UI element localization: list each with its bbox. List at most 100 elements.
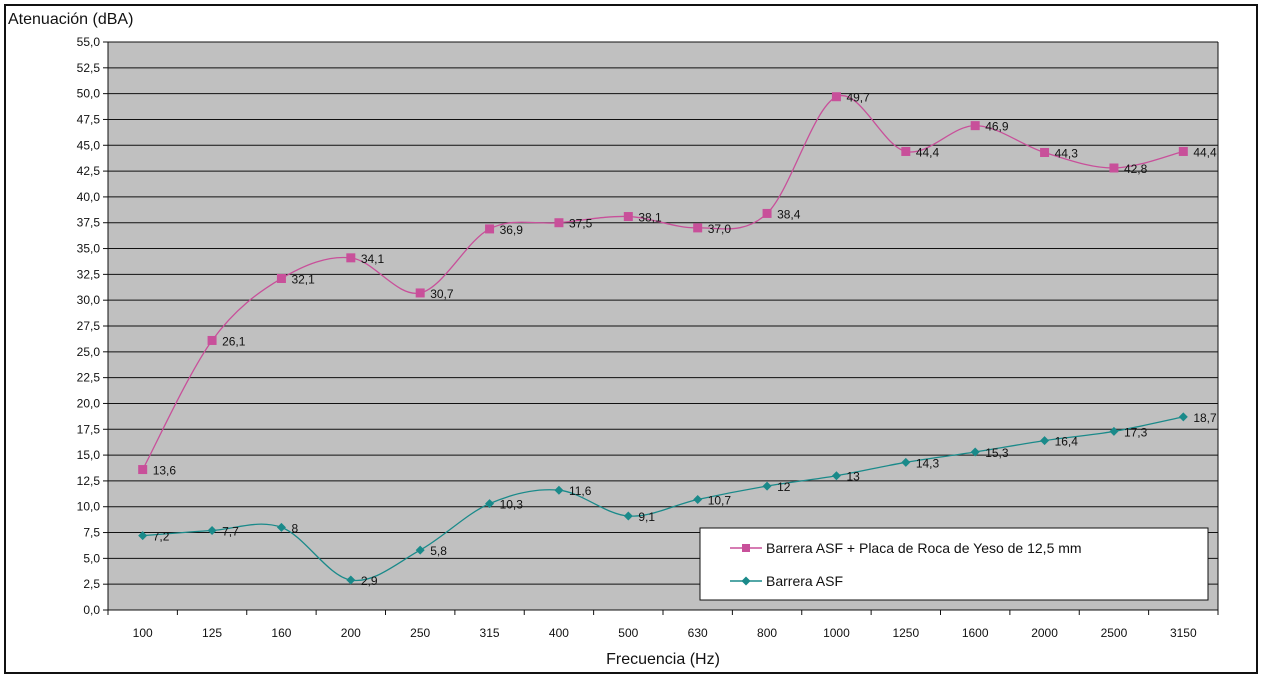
y-tick-label: 7,5 (83, 526, 100, 540)
x-tick-label: 500 (618, 626, 638, 640)
data-label: 13 (846, 470, 860, 484)
y-tick-label: 52,5 (77, 61, 101, 75)
y-tick-label: 12,5 (77, 474, 101, 488)
x-tick-label: 100 (133, 626, 153, 640)
data-label: 42,8 (1124, 162, 1148, 176)
y-tick-label: 22,5 (77, 371, 101, 385)
legend-marker (742, 544, 750, 552)
legend-marker (741, 576, 751, 586)
data-label: 32,1 (291, 272, 315, 286)
y-tick-label: 17,5 (77, 422, 101, 436)
legend-entry: Barrera ASF + Placa de Roca de Yeso de 1… (766, 540, 1082, 556)
data-point (623, 212, 633, 222)
x-tick-label: 3150 (1170, 626, 1197, 640)
data-point (276, 522, 286, 532)
data-label: 34,1 (361, 252, 385, 266)
data-point (276, 273, 286, 283)
data-label: 7,7 (222, 524, 239, 538)
y-tick-label: 47,5 (77, 112, 101, 126)
data-label: 18,7 (1193, 411, 1217, 425)
data-point (970, 121, 980, 131)
y-tick-label: 42,5 (77, 164, 101, 178)
data-point (1040, 148, 1050, 158)
y-axis-title: Atenuación (dBA) (8, 11, 133, 28)
data-point (415, 545, 425, 555)
data-label: 10,3 (500, 498, 524, 512)
data-point (693, 494, 703, 504)
y-tick-label: 37,5 (77, 216, 101, 230)
data-point (831, 471, 841, 481)
data-label: 44,4 (1193, 145, 1217, 159)
data-label: 5,8 (430, 544, 447, 558)
y-tick-label: 10,0 (77, 500, 101, 514)
data-label: 49,7 (846, 91, 870, 105)
data-label: 26,1 (222, 334, 246, 348)
x-tick-label: 1000 (823, 626, 850, 640)
data-point (346, 253, 356, 263)
y-tick-label: 25,0 (77, 345, 101, 359)
y-tick-label: 5,0 (83, 551, 100, 565)
x-tick-label: 2500 (1101, 626, 1128, 640)
data-label: 9,1 (638, 510, 655, 524)
x-tick-label: 250 (410, 626, 430, 640)
y-tick-label: 2,5 (83, 577, 100, 591)
x-axis-title: Frecuencia (Hz) (606, 651, 720, 668)
data-point (554, 485, 564, 495)
y-tick-label: 35,0 (77, 242, 101, 256)
data-label: 7,2 (153, 530, 170, 544)
x-tick-label: 2000 (1031, 626, 1058, 640)
data-point (346, 575, 356, 585)
data-point (138, 531, 148, 541)
data-point (970, 447, 980, 457)
data-point (1040, 436, 1050, 446)
x-tick-label: 800 (757, 626, 777, 640)
data-label: 46,9 (985, 120, 1009, 134)
data-label: 30,7 (430, 287, 454, 301)
y-tick-label: 55,0 (77, 35, 101, 49)
data-label: 38,1 (638, 211, 662, 225)
data-label: 11,6 (569, 484, 592, 498)
data-point (1178, 146, 1188, 156)
data-label: 10,7 (708, 493, 732, 507)
data-label: 13,6 (153, 464, 177, 478)
x-tick-label: 200 (341, 626, 361, 640)
data-point (138, 465, 148, 475)
x-tick-label: 315 (480, 626, 500, 640)
data-point (693, 223, 703, 233)
x-tick-label: 160 (271, 626, 291, 640)
legend-entry: Barrera ASF (766, 573, 843, 589)
y-tick-label: 15,0 (77, 448, 101, 462)
data-point (1109, 163, 1119, 173)
legend-box (699, 527, 1209, 601)
y-tick-label: 50,0 (77, 87, 101, 101)
x-tick-label: 125 (202, 626, 222, 640)
y-tick-label: 27,5 (77, 319, 101, 333)
data-label: 8 (291, 521, 298, 535)
data-label: 2,9 (361, 574, 378, 588)
data-point (1178, 412, 1188, 422)
data-point (762, 208, 772, 218)
data-label: 16,4 (1055, 435, 1079, 449)
series-line-2 (142, 416, 1184, 582)
data-point (485, 224, 495, 234)
data-point (207, 335, 217, 345)
data-point (831, 92, 841, 102)
data-label: 17,3 (1124, 425, 1148, 439)
data-label: 15,3 (985, 446, 1009, 460)
data-point (623, 511, 633, 521)
data-label: 12 (777, 480, 791, 494)
data-point (1109, 426, 1119, 436)
y-tick-label: 0,0 (83, 603, 100, 617)
data-point (762, 481, 772, 491)
data-point (554, 218, 564, 228)
data-point (207, 525, 217, 535)
data-label: 44,4 (916, 145, 940, 159)
y-tick-label: 32,5 (77, 267, 101, 281)
data-label: 36,9 (500, 223, 524, 237)
data-point (901, 457, 911, 467)
data-label: 37,5 (569, 217, 593, 231)
x-tick-label: 400 (549, 626, 569, 640)
y-tick-label: 20,0 (77, 396, 101, 410)
data-point (415, 288, 425, 298)
